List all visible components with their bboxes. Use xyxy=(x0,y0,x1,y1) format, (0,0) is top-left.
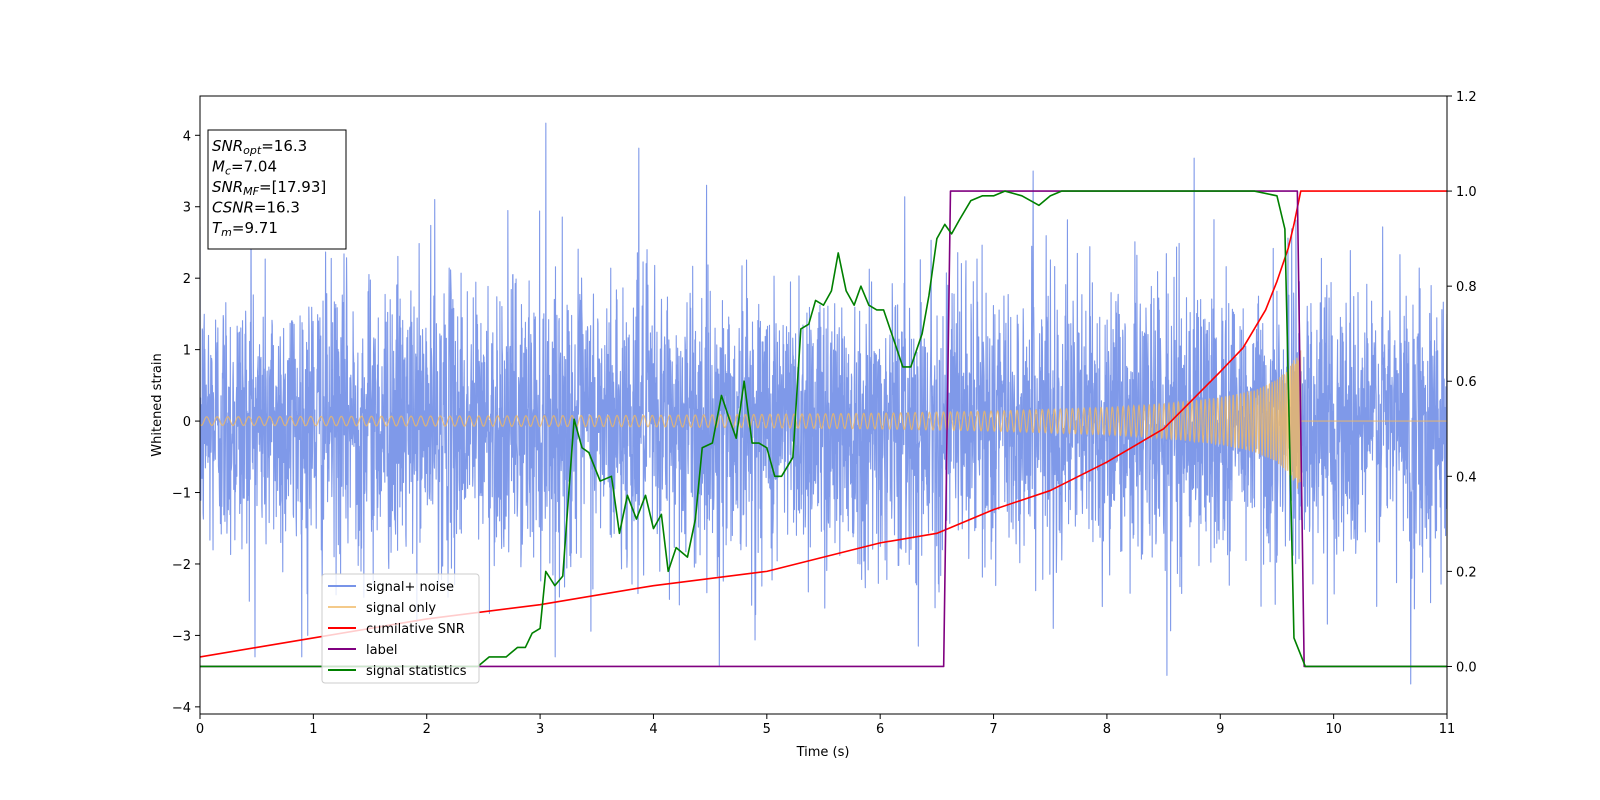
y-left-tick-label: −1 xyxy=(172,487,191,502)
series-signal-noise-line xyxy=(200,122,1447,685)
info-line: CSNR=16.3 xyxy=(212,199,300,217)
plot-frame xyxy=(199,95,1448,715)
legend-signal-noise: signal+ noise xyxy=(328,580,454,595)
legend-label: signal+ noise xyxy=(366,580,454,595)
info-box: SNRopt=16.3Mc=7.04SNRMF=[17.93]CSNR=16.3… xyxy=(207,129,347,250)
legend-signal-statistics: signal statistics xyxy=(328,664,467,679)
left-y-axis: −4 −3 −2 −1 0 1 2 3 4 xyxy=(172,129,200,716)
series-signal-statistics-line xyxy=(200,190,1447,668)
legend-cumulative-snr: cumilative SNR xyxy=(328,622,465,637)
y-left-tick-label: −3 xyxy=(172,629,191,644)
y-left-tick-label: 3 xyxy=(183,201,191,216)
y-left-tick-label: −2 xyxy=(172,558,191,573)
legend: signal+ noise signal only cumilative SNR la… xyxy=(321,573,480,684)
x-tick-label: 5 xyxy=(763,722,771,737)
x-tick-label: 11 xyxy=(1439,722,1456,737)
x-tick-label: 9 xyxy=(1216,722,1224,737)
x-tick-label: 7 xyxy=(989,722,997,737)
legend-label: signal only xyxy=(366,601,436,616)
info-line: SNRopt=16.3 xyxy=(212,137,307,157)
y-axis-label: Whitened strain xyxy=(150,353,165,456)
info-box-frame xyxy=(207,129,347,250)
y-right-tick-label: 1.2 xyxy=(1456,90,1477,105)
legend-label: signal statistics xyxy=(366,664,467,679)
right-y-axis: 0.0 0.2 0.4 0.6 0.8 1.0 1.2 xyxy=(1447,90,1477,675)
x-tick-label: 6 xyxy=(876,722,884,737)
x-axis: 0 1 2 3 4 5 6 7 8 9 10 11 xyxy=(196,714,1455,737)
info-line: Tm=9.71 xyxy=(212,219,278,239)
info-line: Mc=7.04 xyxy=(212,158,277,178)
y-left-tick-label: 2 xyxy=(183,272,191,287)
y-right-tick-label: 1.0 xyxy=(1456,185,1477,200)
series-signal-only-line xyxy=(200,350,1447,489)
legend-label: label xyxy=(328,643,397,658)
x-axis-label: Time (s) xyxy=(796,745,850,760)
legend-frame xyxy=(321,573,480,684)
legend-signal-only: signal only xyxy=(328,601,436,616)
y-right-tick-label: 0.0 xyxy=(1456,660,1477,675)
legend-label: cumilative SNR xyxy=(366,622,465,637)
x-tick-label: 2 xyxy=(423,722,431,737)
y-right-tick-label: 0.4 xyxy=(1456,470,1477,485)
y-right-tick-label: 0.8 xyxy=(1456,280,1477,295)
y-left-tick-label: 1 xyxy=(183,344,191,359)
x-tick-label: 10 xyxy=(1325,722,1342,737)
info-line: SNRMF=[17.93] xyxy=(212,178,326,198)
y-right-tick-label: 0.2 xyxy=(1456,565,1477,580)
x-tick-label: 0 xyxy=(196,722,204,737)
y-right-tick-label: 0.6 xyxy=(1456,375,1477,390)
x-tick-label: 8 xyxy=(1103,722,1111,737)
y-left-tick-label: 0 xyxy=(183,415,191,430)
y-left-tick-label: 4 xyxy=(183,129,191,144)
y-left-tick-label: −4 xyxy=(172,701,191,716)
legend-label: label xyxy=(366,643,397,658)
x-tick-label: 3 xyxy=(536,722,544,737)
x-tick-label: 1 xyxy=(309,722,317,737)
x-tick-label: 4 xyxy=(649,722,657,737)
